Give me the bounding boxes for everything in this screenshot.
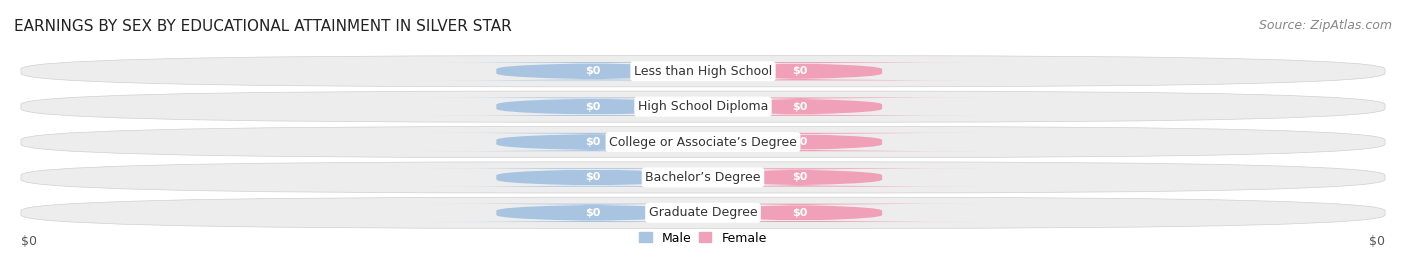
Text: $0: $0: [1369, 235, 1385, 248]
FancyBboxPatch shape: [413, 133, 772, 151]
FancyBboxPatch shape: [21, 162, 1385, 193]
Text: $0: $0: [792, 102, 807, 112]
Text: $0: $0: [585, 172, 600, 183]
FancyBboxPatch shape: [606, 133, 993, 151]
Text: $0: $0: [792, 137, 807, 147]
Text: $0: $0: [792, 66, 807, 76]
Text: $0: $0: [792, 172, 807, 183]
Text: $0: $0: [585, 66, 600, 76]
Text: $0: $0: [792, 208, 807, 218]
Text: $0: $0: [585, 208, 600, 218]
Text: $0: $0: [585, 102, 600, 112]
Text: $0: $0: [585, 137, 600, 147]
FancyBboxPatch shape: [21, 126, 1385, 158]
FancyBboxPatch shape: [21, 197, 1385, 228]
Text: Graduate Degree: Graduate Degree: [648, 206, 758, 219]
FancyBboxPatch shape: [606, 98, 993, 116]
Legend: Male, Female: Male, Female: [640, 232, 766, 245]
FancyBboxPatch shape: [606, 204, 993, 222]
Text: $0: $0: [21, 235, 37, 248]
FancyBboxPatch shape: [413, 168, 772, 187]
Text: EARNINGS BY SEX BY EDUCATIONAL ATTAINMENT IN SILVER STAR: EARNINGS BY SEX BY EDUCATIONAL ATTAINMEN…: [14, 19, 512, 34]
Text: Less than High School: Less than High School: [634, 65, 772, 78]
FancyBboxPatch shape: [21, 91, 1385, 122]
FancyBboxPatch shape: [413, 62, 772, 80]
Text: College or Associate’s Degree: College or Associate’s Degree: [609, 136, 797, 148]
FancyBboxPatch shape: [606, 62, 993, 80]
Text: High School Diploma: High School Diploma: [638, 100, 768, 113]
FancyBboxPatch shape: [413, 204, 772, 222]
Text: Bachelor’s Degree: Bachelor’s Degree: [645, 171, 761, 184]
FancyBboxPatch shape: [606, 168, 993, 187]
Text: Source: ZipAtlas.com: Source: ZipAtlas.com: [1258, 19, 1392, 32]
FancyBboxPatch shape: [413, 98, 772, 116]
FancyBboxPatch shape: [21, 56, 1385, 87]
